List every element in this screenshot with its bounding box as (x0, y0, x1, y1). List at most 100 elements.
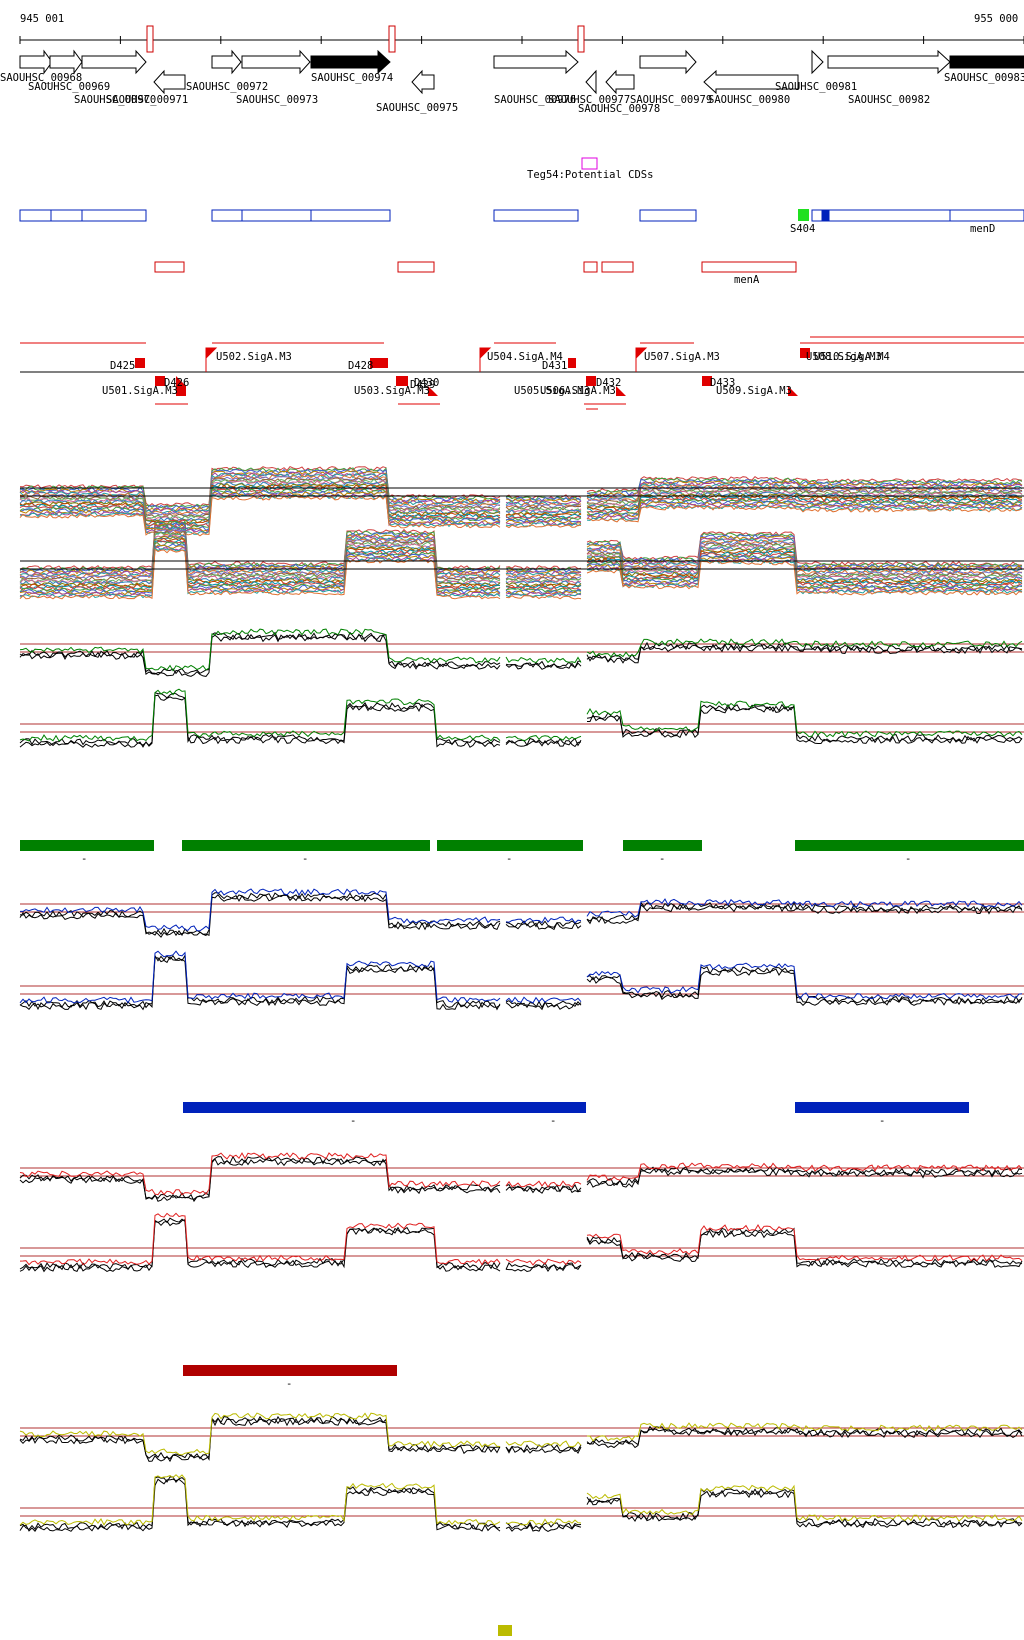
segment-marker: - (879, 1115, 885, 1127)
gene-arrow[interactable] (703, 69, 799, 95)
segment-bar[interactable] (795, 1102, 969, 1113)
gene-label[interactable]: SAOUHSC_00975 (376, 102, 458, 114)
gene-arrow[interactable] (81, 49, 147, 75)
profile-line (19, 1412, 1023, 1456)
profile-line (19, 628, 1023, 672)
gene-arrow[interactable] (605, 69, 635, 95)
promoter-label[interactable]: U505.SigA.M3 (514, 385, 590, 397)
segment-bar[interactable] (623, 840, 702, 851)
promoter-label[interactable]: D433 (710, 377, 735, 389)
segment-marker: - (506, 853, 512, 865)
profile-line (19, 1417, 1023, 1463)
gene-arrow[interactable] (19, 49, 53, 75)
gene-label[interactable]: SAOUHSC_00980 (708, 94, 790, 106)
gene-label[interactable]: SAOUHSC_00982 (848, 94, 930, 106)
feature-box[interactable] (493, 209, 579, 222)
paired-profile (19, 1474, 1024, 1533)
potential-cds-box[interactable] (581, 157, 598, 170)
gene-label[interactable]: SAOUHSC_00983 (944, 72, 1024, 84)
profile-line (19, 1474, 1023, 1526)
profile-line (19, 519, 1023, 571)
gene-label[interactable]: SAOUHSC_00971 (106, 94, 188, 106)
promoter-label[interactable]: U501.SigA.M3 (102, 385, 178, 397)
segment-bar[interactable] (183, 1102, 586, 1113)
expression-profiles (19, 465, 1024, 1533)
potential-cds-track: Teg54:Potential CDSs (527, 157, 653, 181)
promoter-label[interactable]: D425 (110, 360, 135, 372)
gene-label[interactable]: SAOUHSC_00976 (494, 94, 576, 106)
paired-profile (19, 628, 1024, 677)
profile-line (19, 692, 1023, 747)
promoter-label[interactable]: U506.SigA.M3 (540, 385, 616, 397)
gene-arrow[interactable] (241, 49, 311, 75)
feature-box[interactable] (811, 209, 1024, 222)
segment-bar[interactable] (182, 840, 430, 851)
multi-sample-profile (19, 519, 1024, 600)
segment-bar[interactable] (498, 1625, 512, 1636)
promoter-label[interactable]: D428 (348, 360, 373, 372)
segment-marker: - (81, 853, 87, 865)
promoter-label[interactable]: D426 (164, 377, 189, 389)
gene-arrow-highlight[interactable] (310, 49, 391, 75)
gene-arrow[interactable] (493, 49, 579, 75)
gene-label[interactable]: SAOUHSC_00973 (236, 94, 318, 106)
segment-marker: - (905, 853, 911, 865)
coord-start: 945 001 (20, 13, 64, 25)
gene-arrow[interactable] (811, 49, 824, 75)
paired-profile (19, 950, 1024, 1011)
segment-marker: - (550, 1115, 556, 1127)
promoter-label[interactable]: D432 (596, 377, 621, 389)
potential-cds-label: Teg54:Potential CDSs (527, 169, 653, 181)
gene-arrow[interactable] (211, 49, 242, 75)
gene-label[interactable]: SAOUHSC_00981 (775, 81, 857, 93)
profile-line (19, 892, 1023, 937)
red-feature-box[interactable] (583, 261, 598, 273)
gene-label[interactable]: SAOUHSC_00977 (548, 94, 630, 106)
segment-bar[interactable] (20, 840, 154, 851)
promoter-label[interactable]: U507.SigA.M3 (644, 351, 720, 363)
promoter-label[interactable]: D431 (542, 360, 567, 372)
red-feature-box[interactable] (397, 261, 435, 273)
promoter-label[interactable]: U504.SigA.M4 (487, 351, 563, 363)
promoter-label[interactable]: D429 (410, 379, 435, 391)
profile-line (19, 493, 1023, 536)
red-feature-box[interactable] (701, 261, 797, 273)
profile-line (19, 1217, 1023, 1271)
paired-profile (19, 888, 1024, 938)
gene-arrow[interactable] (153, 69, 186, 95)
feature-box[interactable] (211, 209, 391, 222)
promoter-label[interactable]: D430 (414, 377, 439, 389)
profile-line (19, 1212, 1023, 1266)
segment-track-red: - (183, 1365, 397, 1390)
promoter-label[interactable]: U510.SigA.M4 (814, 351, 890, 363)
segment-bar[interactable] (795, 840, 1024, 851)
promoter-label[interactable]: U503.SigA.M3 (354, 385, 430, 397)
gene-arrow[interactable] (411, 69, 435, 95)
gene-arrow[interactable] (639, 49, 697, 75)
feature-box[interactable] (639, 209, 697, 222)
gene-arrow[interactable] (827, 49, 951, 75)
gene-arrow[interactable] (585, 69, 597, 95)
promoter-label[interactable]: U502.SigA.M3 (216, 351, 292, 363)
feature-box[interactable] (19, 209, 147, 222)
gene-label[interactable]: SAOUHSC_00968 (0, 72, 82, 84)
multi-sample-profile (19, 465, 1024, 537)
feature-box-filled[interactable] (821, 209, 830, 222)
profile-line (19, 1155, 1023, 1200)
s-feature-box[interactable] (798, 209, 809, 221)
gene-label[interactable]: SAOUHSC_00972 (186, 81, 268, 93)
red-feature-box[interactable] (154, 261, 185, 273)
gene-label[interactable]: SAOUHSC_00969 (28, 81, 110, 93)
segment-bar[interactable] (183, 1365, 397, 1376)
gene-label[interactable]: SAOUHSC_00979 (630, 94, 712, 106)
promoter-label[interactable]: U508.SigA.M3 (806, 351, 882, 363)
gene-label[interactable]: SAOUHSC_00978 (578, 103, 660, 115)
gene-label[interactable]: SAOUHSC_00974 (311, 72, 393, 84)
gene-arrow[interactable] (49, 49, 83, 75)
promoter-label[interactable]: U509.SigA.M3 (716, 385, 792, 397)
gene-label[interactable]: SAOUHSC_00970 (74, 94, 156, 106)
red-feature-box[interactable] (601, 261, 634, 273)
segment-track-green: - - - - - (20, 840, 1024, 865)
gene-arrow-highlight[interactable] (949, 55, 1024, 69)
segment-bar[interactable] (437, 840, 583, 851)
